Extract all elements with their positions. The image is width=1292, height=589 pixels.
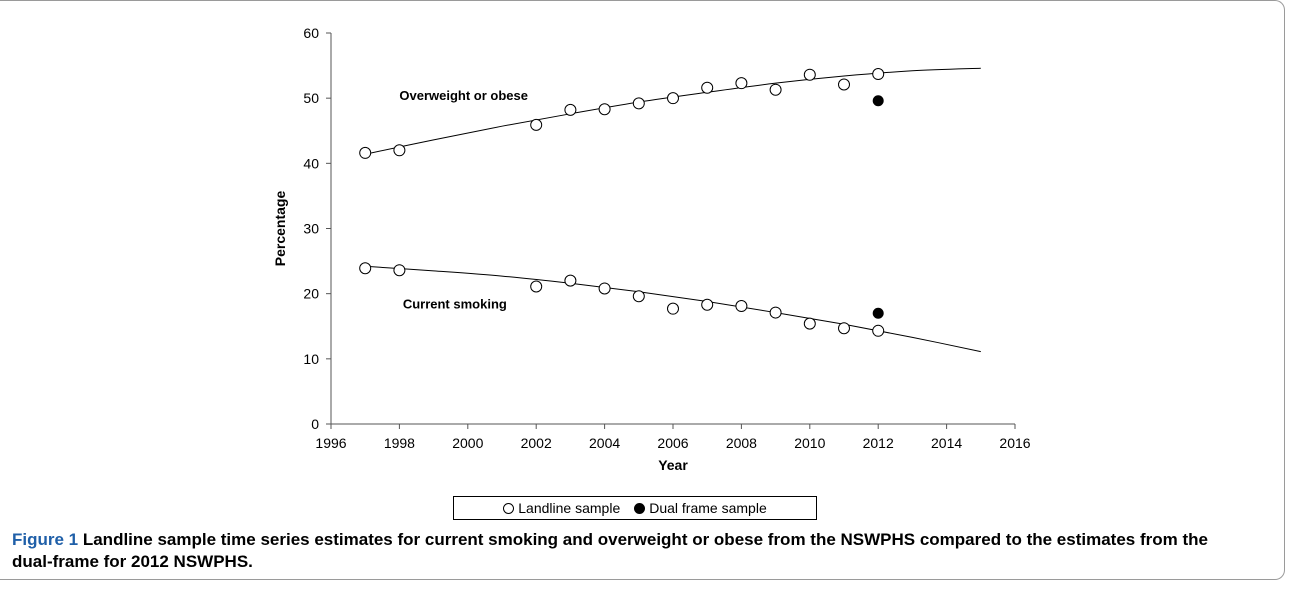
landline-point [701,81,714,94]
x-tick-label: 2016 [999,435,1030,451]
trend-line-overweight [365,67,981,155]
landline-point [530,118,543,131]
landline-point [530,280,543,293]
y-tick-label: 20 [303,286,319,302]
x-tick-label: 2012 [863,435,894,451]
open-circle-icon [503,502,515,514]
legend-label-dual: Dual frame sample [649,500,767,516]
figure-caption-text: Landline sample time series estimates fo… [12,530,1208,571]
landline-point [735,77,748,90]
data-points [359,68,885,337]
y-tick-label: 40 [303,155,319,171]
chart-labels: Overweight or obese Current smoking [399,88,528,312]
landline-point [667,302,679,315]
y-tick-label: 50 [303,90,319,106]
x-tick-label: 2004 [589,435,620,451]
dual-frame-point [872,95,884,107]
landline-point [393,144,406,157]
x-axis-title: Year [658,457,688,473]
y-tick-label: 60 [303,25,319,41]
x-tick-label: 2014 [931,435,962,451]
landline-point [803,317,816,330]
legend-entry-landline: Landline sample [503,500,620,516]
landline-point [598,282,611,295]
x-tick-label: 2006 [657,435,688,451]
filled-circle-icon [634,502,646,514]
y-tick-label: 30 [303,221,319,237]
y-tick-label: 10 [303,351,319,367]
landline-point [359,262,372,275]
landline-point [838,322,850,335]
annotation-label: Current smoking [403,297,507,312]
figure-frame [0,0,1285,580]
landline-point [803,68,816,81]
chart-axes: 0 10 20 30 40 50 60 1996 1998 2000 2002 2004 2006 200… [272,25,1031,473]
scatter-chart: 0 10 20 30 40 50 60 1996 1998 2000 2002 2004 2006 200… [272,25,1031,473]
legend-label-landline: Landline sample [518,500,621,516]
landline-point [632,290,645,303]
legend-entry-dual: Dual frame sample [634,500,767,516]
landline-point [735,300,748,313]
landline-point [701,298,714,311]
landline-point [769,306,782,319]
figure-label: Figure 1 [12,530,79,549]
landline-point [564,103,577,116]
x-tick-label: 2008 [726,435,757,451]
landline-point [632,97,645,110]
landline-point [667,92,679,105]
annotation-label: Overweight or obese [399,88,528,103]
landline-point [598,103,611,116]
chart-legend: Landline sample Dual frame sample [453,496,817,520]
x-tick-label: 1996 [315,435,346,451]
dual-frame-point [872,307,884,319]
landline-point [872,68,885,81]
landline-point [359,146,372,159]
landline-point [564,274,577,287]
x-tick-label: 1998 [384,435,415,451]
x-tick-label: 2000 [452,435,483,451]
landline-point [769,83,782,96]
landline-point [393,264,406,277]
figure-caption: Figure 1 Landline sample time series est… [12,529,1252,573]
y-tick-label: 0 [311,416,319,432]
landline-point [872,324,885,337]
landline-point [838,78,850,91]
x-tick-label: 2002 [521,435,552,451]
x-tick-label: 2010 [794,435,825,451]
y-axis-title: Percentage [272,191,288,267]
